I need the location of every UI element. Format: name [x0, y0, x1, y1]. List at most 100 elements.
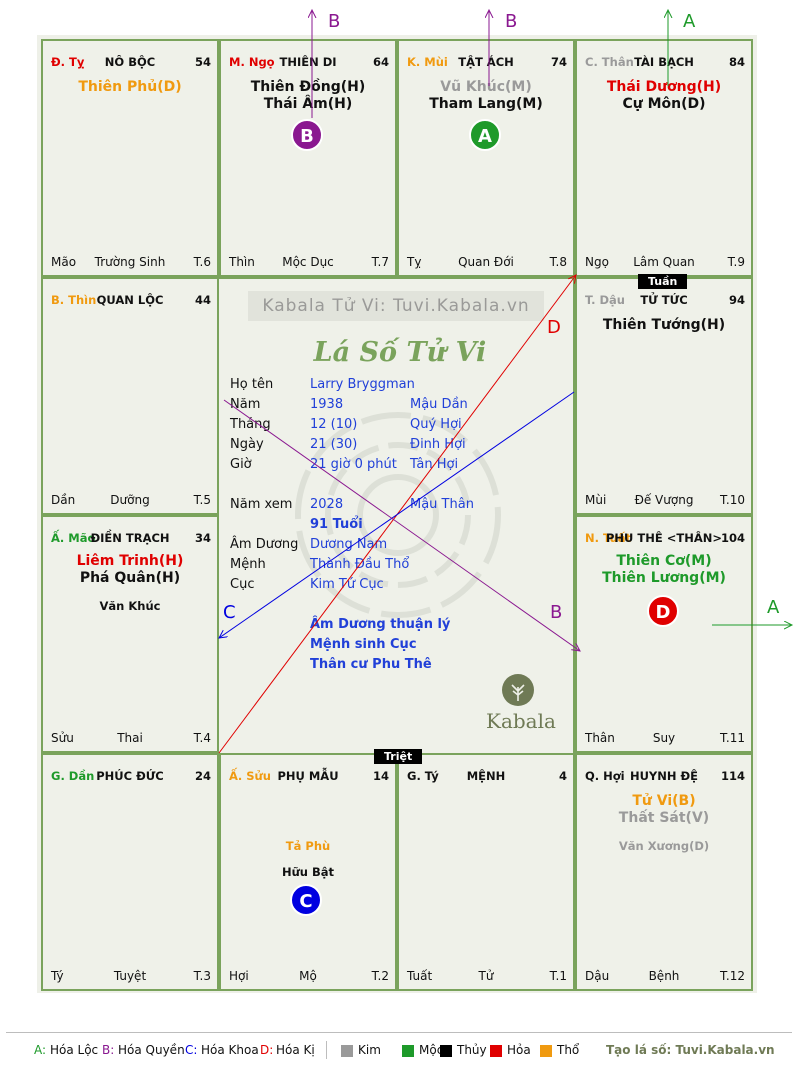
main-star: Tử Vi(B): [632, 793, 696, 809]
palace-noboc[interactable]: Đ. Tỵ NÔ BỘC 54 Thiên Phủ(D) Mão Trường Sinh T…: [41, 39, 219, 277]
palace-quanloc[interactable]: B. Thìn QUAN LỘC 44 Dần Dưỡng T.5: [41, 277, 219, 515]
chart-title: Lá Số Tử Vi: [313, 337, 487, 368]
palace-branch: Tỵ: [407, 255, 422, 269]
palace-branch: Ngọ: [585, 255, 609, 269]
hoa-badge-b: B: [291, 119, 323, 151]
hoa-badge-a: A: [469, 119, 501, 151]
palace-stage: Dưỡng: [110, 493, 150, 507]
palace-branch: Thân: [585, 731, 615, 745]
info-value: Kim Tứ Cục: [310, 577, 384, 592]
palace-stage: Quan Đới: [458, 255, 514, 269]
tuan-tag: Tuần: [638, 274, 688, 289]
legend-element-text: Kim: [358, 1043, 381, 1057]
info-label: Ngày: [230, 437, 264, 452]
palace-name: PHÚC ĐỨC: [96, 769, 164, 783]
palace-stage: Tuyệt: [113, 969, 147, 983]
palace-name: THIÊN DI: [279, 55, 337, 69]
palace-thiendi[interactable]: M. Ngọ THIÊN DI 64 Thiên Đồng(H) Thái Âm(H) T…: [219, 39, 397, 277]
legend-element-text: Thổ: [557, 1043, 580, 1057]
palace-stage: Đế Vượng: [634, 493, 694, 507]
palace-phumau[interactable]: Ấ. Sửu PHỤ MẪU 14 Tả Phù Hữu Bật Hợi Mộ T.2: [219, 753, 397, 991]
palace-name: PHU THÊ <THÂN>: [606, 531, 722, 545]
palace-menh[interactable]: G. Tý MỆNH 4 Tuất Tử T.1: [397, 753, 575, 991]
palace-stem: Ấ. Sửu: [229, 769, 271, 783]
arrow-label-d: D: [547, 317, 561, 338]
legend-swatch: [490, 1045, 502, 1057]
palace-phucduc[interactable]: G. Dần PHÚC ĐỨC 24 Tý Tuyệt T.3: [41, 753, 219, 991]
palace-age: 54: [194, 55, 211, 69]
hoa-badge-d: D: [647, 595, 679, 627]
legend-hoa-key: B:: [102, 1043, 115, 1057]
legend-element-text: Thủy: [457, 1043, 487, 1057]
palace-index: T.9: [727, 255, 745, 269]
main-star: Thiên Phủ(D): [78, 79, 182, 95]
legend-hoa-text: Hóa Lộc: [50, 1043, 99, 1057]
info-value: 2028: [310, 497, 344, 512]
legend-hoa-text: Hóa Khoa: [201, 1043, 259, 1057]
palace-stage: Bệnh: [648, 969, 680, 983]
main-star: Tham Lang(M): [429, 96, 543, 112]
palace-index: T.1: [549, 969, 567, 983]
palace-taibach[interactable]: C. Thân TÀI BẠCH 84 Thái Dương(H) Cự Môn(D) N…: [575, 39, 753, 277]
palace-stem: Đ. Tỵ: [51, 55, 85, 69]
info-value: Dương Nam: [310, 537, 388, 552]
palace-branch: Thìn: [229, 255, 255, 269]
palace-index: T.6: [193, 255, 211, 269]
tree-icon: [502, 674, 534, 706]
legend-swatch: [540, 1045, 552, 1057]
palace-tatach[interactable]: K. Mùi TẬT ÁCH 74 Vũ Khúc(M) Tham Lang(M) Tỵ Q…: [397, 39, 575, 277]
palace-age: 24: [194, 769, 211, 783]
palace-index: T.10: [720, 493, 745, 507]
info-label: Tháng: [230, 417, 271, 432]
legend-divider: [6, 1032, 792, 1033]
palace-stem: K. Mùi: [407, 55, 448, 69]
info-value: 91 Tuổi: [310, 517, 363, 532]
main-star: Thiên Tướng(H): [602, 317, 726, 333]
main-star: Cự Môn(D): [622, 96, 706, 112]
palace-huynhde[interactable]: Q. Hợi HUYNH ĐỆ 114 Tử Vi(B) Thất Sát(V) Văn …: [575, 753, 753, 991]
palace-dientrach[interactable]: Ấ. Mão ĐIỀN TRẠCH 34 Liêm Trinh(H) Phá Quân(…: [41, 515, 219, 753]
info-value: Larry Bryggman: [310, 377, 415, 392]
palace-branch: Mão: [51, 255, 77, 269]
info-label: Năm xem: [230, 497, 293, 512]
info-value-canchi: Mậu Dần: [410, 397, 468, 412]
hoa-badge-c: C: [290, 884, 322, 916]
legend-element-text: Hỏa: [507, 1043, 531, 1057]
chart-note: Âm Dương thuận lý: [310, 617, 451, 632]
credit-text: Tạo lá số: Tuvi.Kabala.vn: [606, 1043, 775, 1057]
arrow-c-blue: [219, 391, 575, 638]
palace-name: MỆNH: [466, 769, 506, 783]
palace-branch: Dậu: [585, 969, 610, 983]
palace-name: NÔ BỘC: [104, 55, 156, 69]
minor-star: Văn Khúc: [99, 599, 161, 613]
main-star: Thái Âm(H): [263, 96, 353, 112]
palace-stem: T. Dậu: [585, 293, 625, 307]
info-label: Giờ: [230, 457, 252, 472]
palace-stem: C. Thân: [585, 55, 634, 69]
palace-stem: Q. Hợi: [585, 769, 625, 783]
palace-age: 114: [720, 769, 745, 783]
minor-star: Hữu Bật: [281, 865, 335, 879]
arrow-label-a1: A: [683, 11, 696, 32]
palace-index: T.2: [371, 969, 389, 983]
legend-hoa-text: Hóa Kị: [276, 1043, 315, 1057]
palace-index: T.12: [720, 969, 745, 983]
palace-branch: Hợi: [229, 969, 249, 983]
info-value-canchi: Quý Hợi: [410, 417, 462, 432]
legend-swatch: [341, 1045, 353, 1057]
legend-swatch: [402, 1045, 414, 1057]
legend-swatch: [440, 1045, 452, 1057]
info-value: 1938: [310, 397, 344, 412]
palace-tutuc[interactable]: T. Dậu TỬ TỨC 94 Thiên Tướng(H) Mùi Đế Vượng T…: [575, 277, 753, 515]
palace-stem: N. Tuất: [585, 531, 632, 545]
arrow-label-c: C: [223, 602, 236, 623]
info-value-canchi: Mậu Thân: [410, 497, 474, 512]
info-label: Cục: [230, 577, 255, 592]
triet-tag: Triệt: [374, 749, 423, 764]
minor-star: Văn Xương(D): [618, 839, 710, 853]
palace-name: QUAN LỘC: [96, 293, 164, 307]
palace-stage: Thai: [117, 731, 143, 745]
palace-branch: Mùi: [585, 493, 607, 507]
palace-stem: M. Ngọ: [229, 55, 275, 69]
palace-phuthe[interactable]: N. Tuất PHU THÊ <THÂN> 104 Thiên Cơ(M) Thiên…: [575, 515, 753, 753]
